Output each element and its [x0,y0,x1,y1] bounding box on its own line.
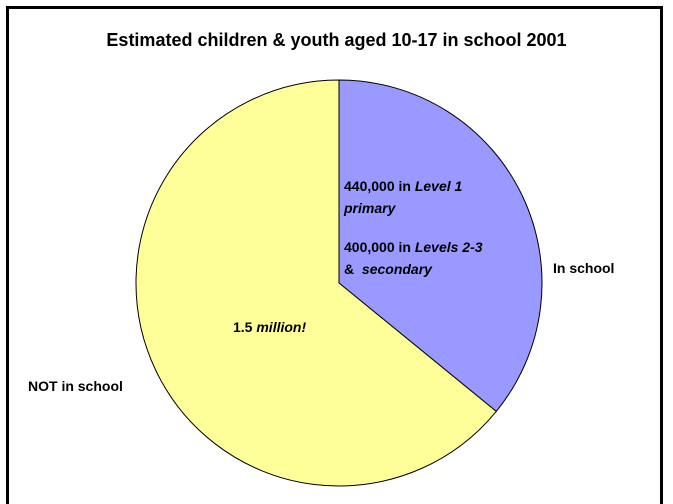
legend-label-in-school: In school [553,260,615,276]
annotation-not-in-school: 1.5 million! [233,319,307,335]
pie-slice-in-school [338,79,543,413]
chart-frame [6,6,663,504]
legend-label-not-in-school: NOT in school [28,378,123,394]
chart-title: Estimated children & youth aged 10-17 in… [106,30,567,50]
pie-slice-not-in-school [135,79,497,487]
annotation-levels-2-3: 400,000 in Levels 2-3 & secondary [344,239,483,277]
annotation-level-1: 440,000 in Level 1 primary [344,178,463,216]
